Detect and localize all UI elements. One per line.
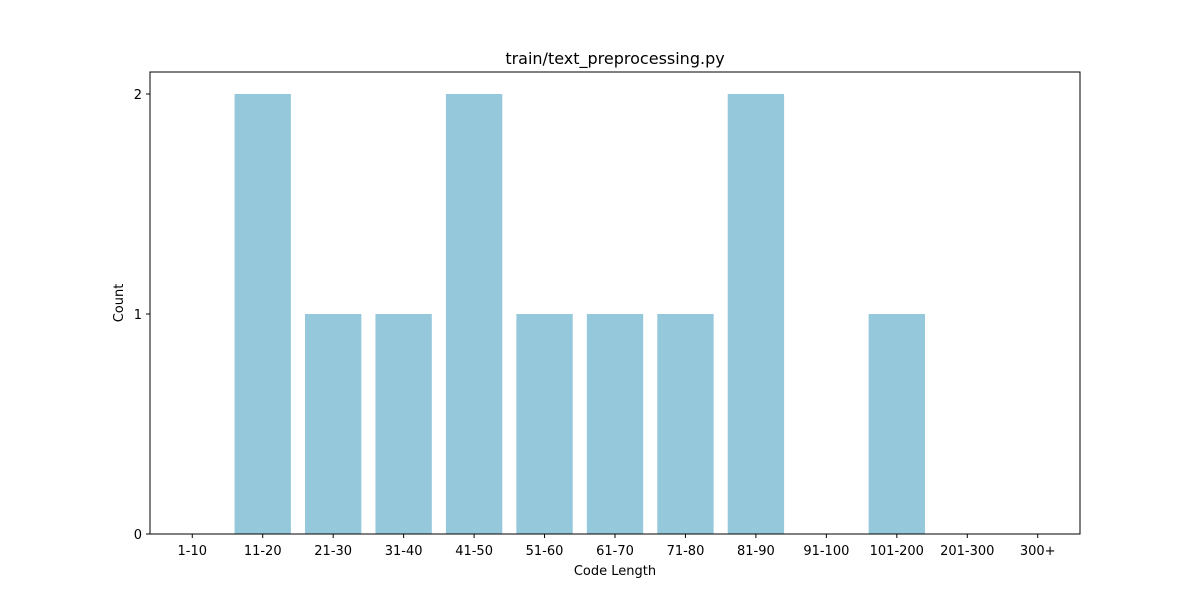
- x-axis-ticks: 1-10 11-20 21-30 31-40 41-50 51-60 61-70 71-80 8…: [178, 534, 1056, 559]
- x-axis-label: Code Length: [574, 564, 656, 579]
- bar-101-200: [868, 314, 925, 534]
- x-tick-label: 31-40: [385, 544, 423, 559]
- y-tick-label: 2: [134, 88, 142, 103]
- y-axis-label: Count: [112, 284, 127, 323]
- y-tick-label: 0: [134, 528, 142, 543]
- bar-71-80: [657, 314, 714, 534]
- bar-11-20: [234, 94, 291, 534]
- x-tick-label: 51-60: [526, 544, 564, 559]
- bar-21-30: [305, 314, 362, 534]
- x-tick-label: 300+: [1020, 544, 1056, 559]
- bar-31-40: [375, 314, 432, 534]
- chart-title: train/text_preprocessing.py: [505, 49, 724, 69]
- x-tick-label: 21-30: [314, 544, 352, 559]
- y-tick-label: 1: [134, 308, 142, 323]
- x-tick-label: 71-80: [667, 544, 705, 559]
- bar-41-50: [445, 94, 503, 534]
- x-tick-label: 91-100: [803, 544, 849, 559]
- x-tick-label: 81-90: [737, 544, 775, 559]
- x-tick-label: 101-200: [870, 544, 924, 559]
- bar-61-70: [586, 314, 644, 534]
- y-axis-ticks: 0 1 2: [134, 88, 150, 543]
- bars-group: [234, 94, 925, 534]
- bar-51-60: [516, 314, 573, 534]
- x-tick-label: 201-300: [940, 544, 994, 559]
- x-tick-label: 11-20: [244, 544, 282, 559]
- bar-81-90: [727, 94, 785, 534]
- x-tick-label: 61-70: [596, 544, 634, 559]
- x-tick-label: 41-50: [455, 544, 493, 559]
- x-tick-label: 1-10: [178, 544, 208, 559]
